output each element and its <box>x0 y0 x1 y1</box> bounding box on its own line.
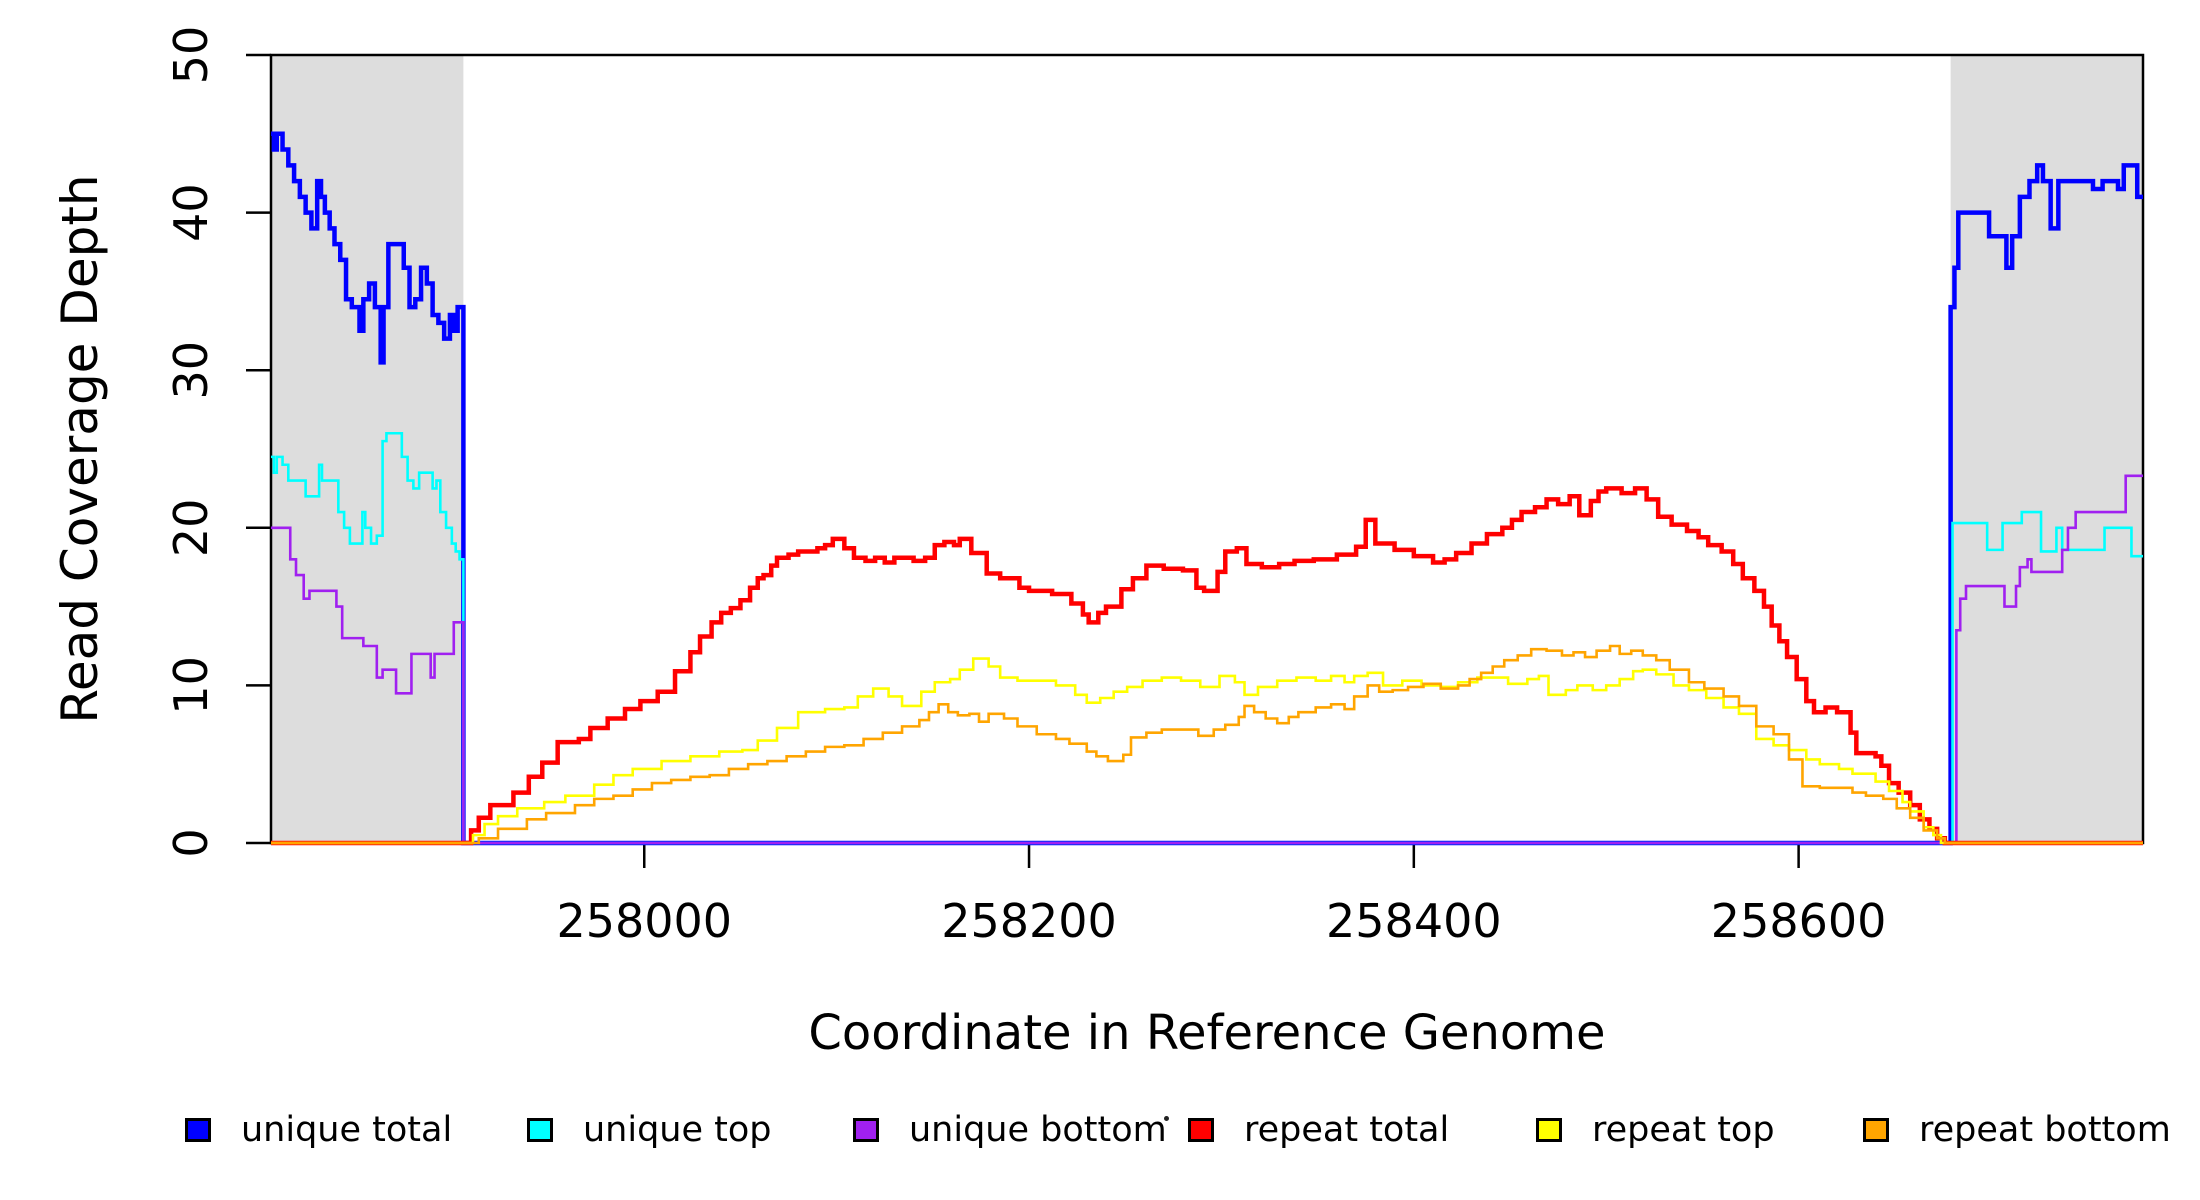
y-axis-title: Read Coverage Depth <box>51 174 109 724</box>
y-tick-label: 0 <box>164 828 218 857</box>
y-tick-label: 40 <box>164 183 218 242</box>
unique-region-left <box>271 55 464 843</box>
y-tick-label: 20 <box>164 499 218 558</box>
series-unique-top <box>271 431 2143 845</box>
y-tick-label: 30 <box>164 341 218 400</box>
y-tick-label: 10 <box>164 656 218 715</box>
x-axis-title: Coordinate in Reference Genome <box>808 1005 1606 1061</box>
series-repeat-top <box>271 657 2143 845</box>
series-unique-bottom <box>271 474 2143 845</box>
series-repeat-bottom <box>271 644 2143 845</box>
x-tick-label: 258400 <box>1326 894 1502 948</box>
series-repeat-total <box>271 486 2143 846</box>
y-tick-label: 50 <box>164 26 218 85</box>
unique-region-right <box>1950 55 2143 843</box>
plot-border <box>269 53 2145 845</box>
x-tick-label: 258000 <box>556 894 732 948</box>
x-tick-label: 258200 <box>941 894 1117 948</box>
series-unique-total <box>271 131 2143 846</box>
x-tick-label: 258600 <box>1711 894 1887 948</box>
